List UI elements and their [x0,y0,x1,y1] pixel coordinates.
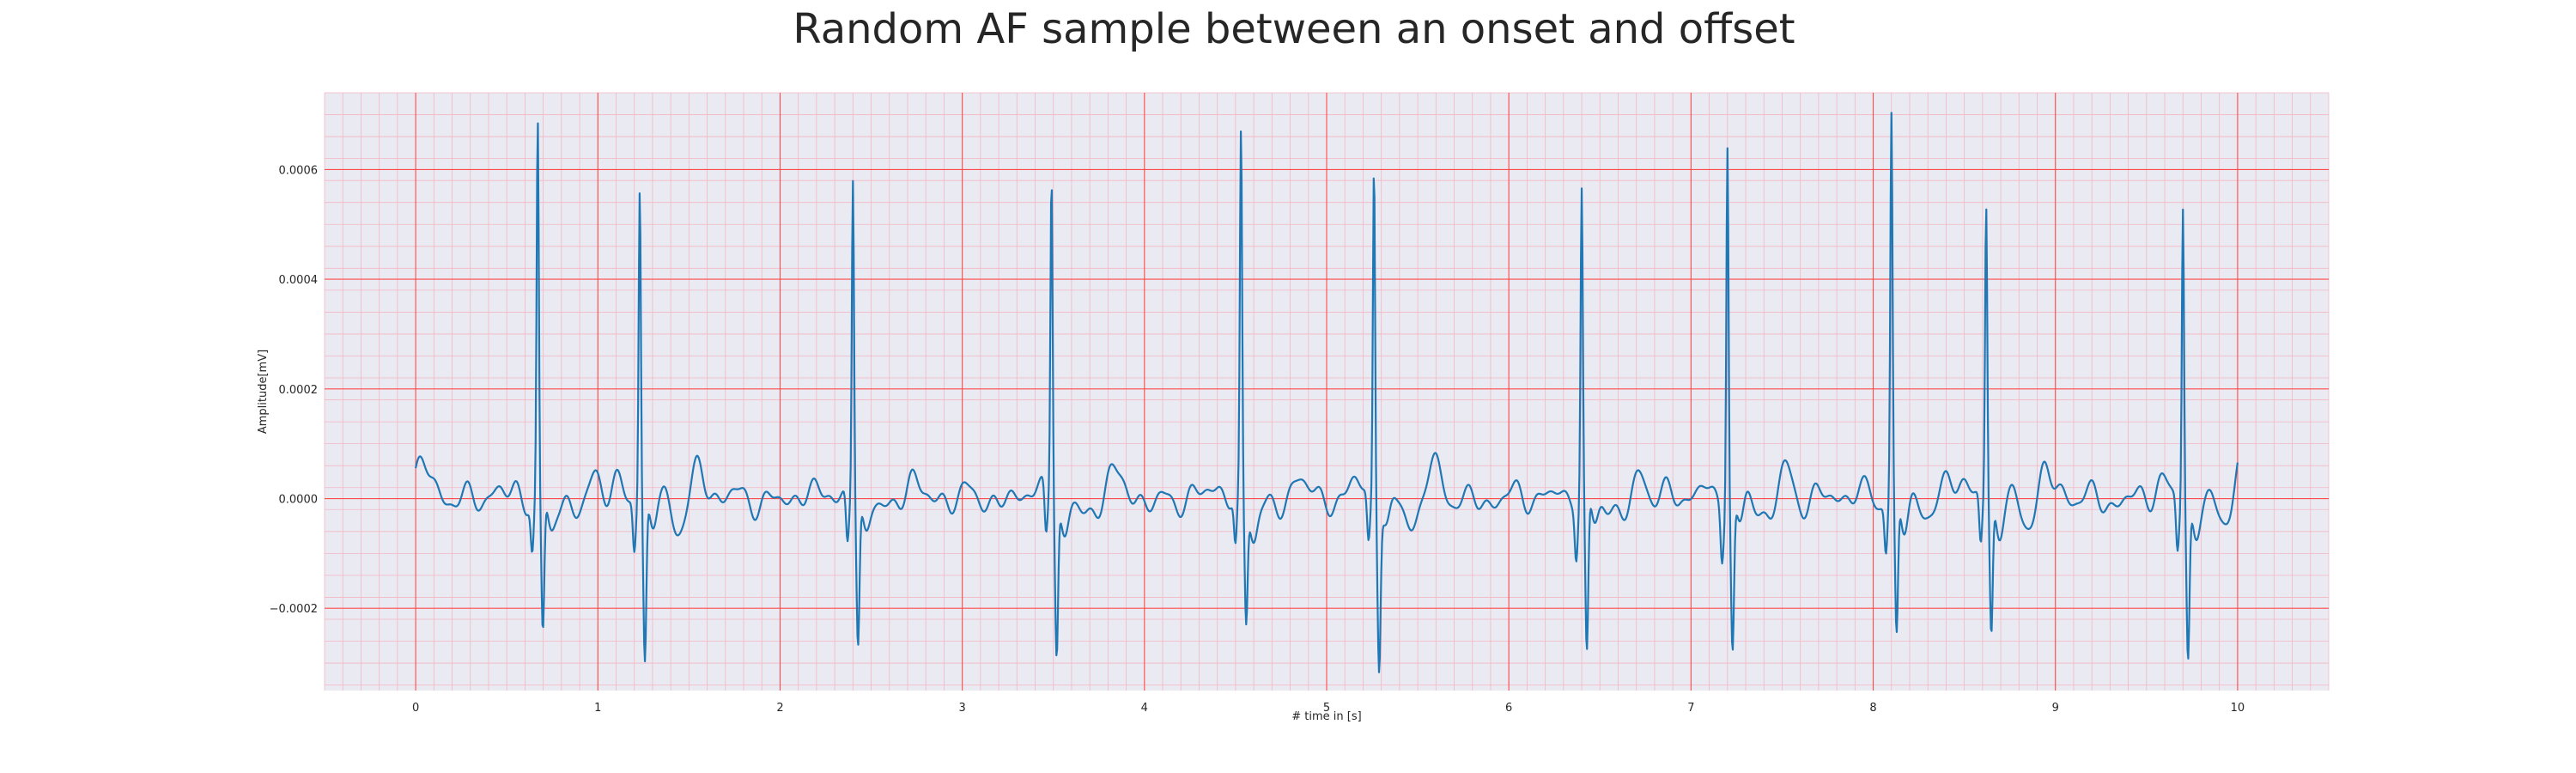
x-tick-label: 0 [412,702,419,715]
x-tick-label: 1 [594,702,601,715]
y-tick-label: 0.0006 [279,164,319,177]
x-tick-label: 4 [1141,702,1148,715]
chart-title: Random AF sample between an onset and of… [793,5,1795,53]
y-tick-label: −0.0002 [270,603,318,616]
x-tick-label: 2 [776,702,783,715]
y-tick-label: 0.0004 [279,274,319,287]
x-tick-label: 6 [1505,702,1512,715]
y-tick-label: 0.0000 [279,494,319,507]
x-tick-label: 3 [958,702,965,715]
x-tick-label: 8 [1869,702,1876,715]
x-tick-label: 9 [2052,702,2059,715]
x-axis-ticks: 0 1 2 3 4 5 6 7 8 9 10 [412,702,2245,715]
y-axis-ticks: −0.0002 0.0000 0.0002 0.0004 0.0006 [270,164,318,616]
y-tick-label: 0.0002 [279,384,319,397]
ecg-series-line [415,112,2239,673]
major-grid [325,93,2329,691]
x-tick-label: 10 [2231,702,2245,715]
y-axis-label: Amplitude[mV] [257,350,270,434]
x-tick-label: 7 [1687,702,1694,715]
x-tick-label: 5 [1323,702,1330,715]
x-axis-label: # time in [s] [1291,710,1361,723]
